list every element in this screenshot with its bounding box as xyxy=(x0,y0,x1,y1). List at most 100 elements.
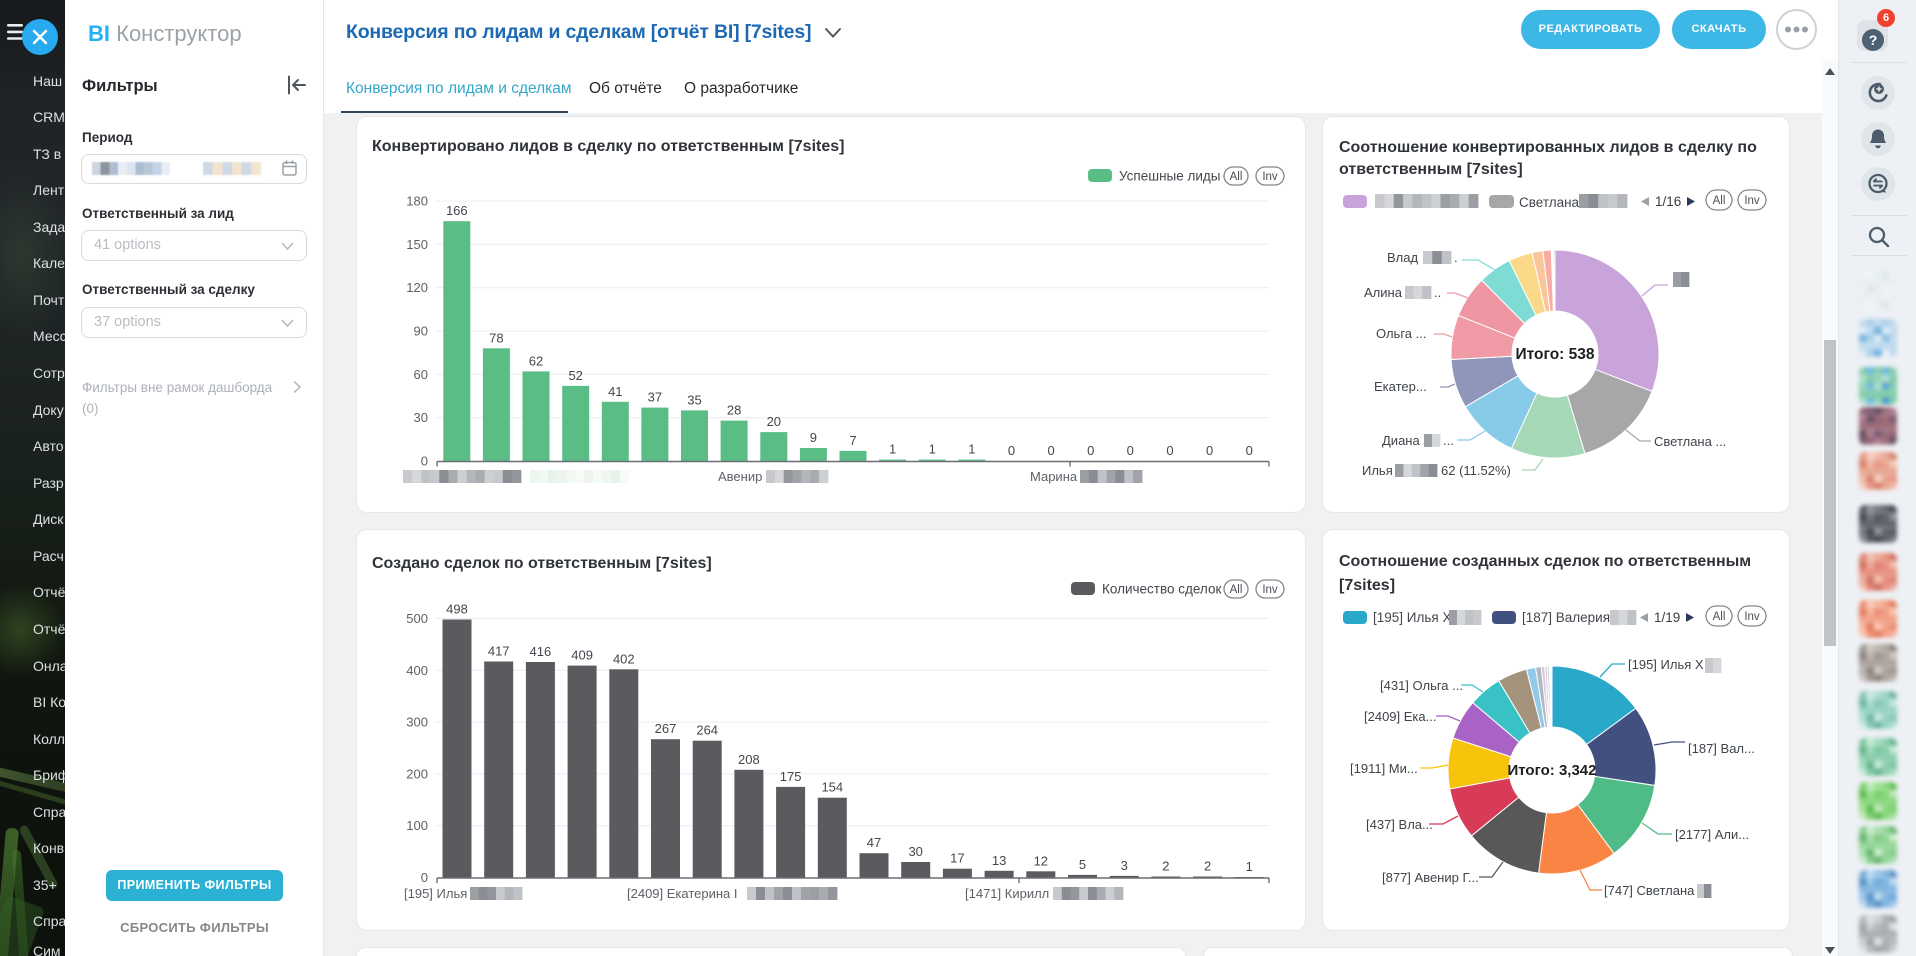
svg-text:All: All xyxy=(1230,171,1243,183)
svg-text:Соотношение созданных сделок п: Соотношение созданных сделок по ответств… xyxy=(1339,553,1751,570)
svg-text:...: ... xyxy=(1443,433,1454,448)
svg-text:416: 416 xyxy=(530,644,552,659)
svg-text:200: 200 xyxy=(406,766,428,781)
svg-text:Алина: Алина xyxy=(1364,285,1403,300)
svg-text:All: All xyxy=(1230,584,1243,596)
svg-text:47: 47 xyxy=(867,835,881,850)
svg-text:0: 0 xyxy=(421,454,428,469)
svg-text:498: 498 xyxy=(446,602,468,617)
svg-text:Марина: Марина xyxy=(1030,469,1078,484)
svg-text:Inv: Inv xyxy=(1744,611,1760,623)
svg-text:300: 300 xyxy=(406,715,428,730)
svg-text:[2177] Али...: [2177] Али... xyxy=(1675,827,1749,842)
svg-text:[2409] Ека...: [2409] Ека... xyxy=(1364,709,1436,724)
svg-text:1: 1 xyxy=(929,442,936,457)
svg-text:Итого: 3,342: Итого: 3,342 xyxy=(1507,762,1596,779)
svg-text:..: .. xyxy=(1434,285,1441,300)
svg-text:Авенир: Авенир xyxy=(718,469,762,484)
svg-text:Диана: Диана xyxy=(1382,433,1420,448)
svg-text:2: 2 xyxy=(1204,859,1211,874)
svg-text:1/19: 1/19 xyxy=(1654,610,1680,625)
svg-text:Создано сделок по ответственны: Создано сделок по ответственным [7sites] xyxy=(372,555,712,572)
svg-text:90: 90 xyxy=(414,324,428,339)
svg-text:52: 52 xyxy=(568,368,582,383)
svg-text:402: 402 xyxy=(613,651,635,666)
svg-text:[431] Ольга ...: [431] Ольга ... xyxy=(1380,678,1463,693)
svg-text:[195] Илья X: [195] Илья X xyxy=(1628,657,1704,672)
svg-text:3: 3 xyxy=(1121,858,1128,873)
svg-text:Влад: Влад xyxy=(1387,250,1418,265)
svg-text:[747] Светлана: [747] Светлана xyxy=(1604,883,1695,898)
svg-text:5: 5 xyxy=(1079,857,1086,872)
svg-text:0: 0 xyxy=(421,870,428,885)
svg-text:Inv: Inv xyxy=(1744,195,1760,207)
svg-text:[7sites]: [7sites] xyxy=(1339,577,1395,594)
svg-text:Илья: Илья xyxy=(1362,463,1393,478)
svg-text:400: 400 xyxy=(406,663,428,678)
svg-text:37: 37 xyxy=(648,390,662,405)
svg-text:0: 0 xyxy=(1087,443,1094,458)
svg-text:0: 0 xyxy=(1206,443,1213,458)
svg-text:2: 2 xyxy=(1162,859,1169,874)
svg-text:208: 208 xyxy=(738,752,760,767)
svg-text:Успешные лиды: Успешные лиды xyxy=(1119,169,1221,184)
svg-text:17: 17 xyxy=(950,851,964,866)
svg-text:35: 35 xyxy=(687,392,701,407)
svg-text:1: 1 xyxy=(968,442,975,457)
svg-text:1: 1 xyxy=(889,442,896,457)
svg-text:[195] Илья: [195] Илья xyxy=(404,886,467,901)
svg-text:1/16: 1/16 xyxy=(1655,194,1681,209)
svg-text:7: 7 xyxy=(849,433,856,448)
svg-text:9: 9 xyxy=(810,430,817,445)
svg-text:0: 0 xyxy=(1008,443,1015,458)
svg-text:ответственным [7sites]: ответственным [7sites] xyxy=(1339,161,1523,178)
svg-text:12: 12 xyxy=(1034,853,1048,868)
svg-text:154: 154 xyxy=(821,780,843,795)
svg-text:13: 13 xyxy=(992,853,1006,868)
svg-text:Итого: 538: Итого: 538 xyxy=(1515,346,1594,363)
svg-text:500: 500 xyxy=(406,611,428,626)
svg-text:180: 180 xyxy=(406,194,428,209)
svg-text:[187] Валерия: [187] Валерия xyxy=(1522,610,1610,625)
svg-text:Inv: Inv xyxy=(1262,171,1278,183)
svg-text:Светлана: Светлана xyxy=(1519,195,1580,210)
svg-text:264: 264 xyxy=(696,723,718,738)
svg-text:166: 166 xyxy=(446,203,468,218)
svg-text:0: 0 xyxy=(1127,443,1134,458)
svg-text:60: 60 xyxy=(414,367,428,382)
svg-text:41: 41 xyxy=(608,384,622,399)
svg-text:Количество сделок: Количество сделок xyxy=(1102,582,1221,597)
svg-text:30: 30 xyxy=(414,410,428,425)
svg-text:Ольга ...: Ольга ... xyxy=(1376,326,1426,341)
svg-text:150: 150 xyxy=(406,237,428,252)
svg-text:0: 0 xyxy=(1047,443,1054,458)
svg-text:Светлана ...: Светлана ... xyxy=(1654,434,1726,449)
svg-text:62: 62 xyxy=(529,353,543,368)
svg-text:[187] Вал...: [187] Вал... xyxy=(1688,741,1755,756)
svg-text:All: All xyxy=(1713,195,1726,207)
svg-text:28: 28 xyxy=(727,403,741,418)
svg-text:62 (11.52%): 62 (11.52%) xyxy=(1441,463,1511,478)
svg-text:0: 0 xyxy=(1246,443,1253,458)
svg-text:100: 100 xyxy=(406,818,428,833)
svg-text:417: 417 xyxy=(488,644,510,659)
svg-text:[877] Авенир Г...: [877] Авенир Г... xyxy=(1382,870,1479,885)
svg-text:Екатер...: Екатер... xyxy=(1374,379,1427,394)
svg-text:409: 409 xyxy=(571,648,593,663)
svg-text:0: 0 xyxy=(1166,443,1173,458)
svg-text:Inv: Inv xyxy=(1262,584,1278,596)
svg-text:[2409] Екатерина I: [2409] Екатерина I xyxy=(627,886,738,901)
svg-text:[195] Илья X: [195] Илья X xyxy=(1373,610,1451,625)
svg-text:267: 267 xyxy=(655,721,677,736)
svg-text:[1911] Ми...: [1911] Ми... xyxy=(1350,761,1418,776)
svg-text:30: 30 xyxy=(908,844,922,859)
svg-text:1: 1 xyxy=(1246,859,1253,874)
svg-text:20: 20 xyxy=(767,414,781,429)
svg-text:175: 175 xyxy=(780,769,802,784)
svg-text:.: . xyxy=(1454,250,1458,265)
svg-text:All: All xyxy=(1713,611,1726,623)
svg-text:Конвертировано лидов в сделку: Конвертировано лидов в сделку по ответст… xyxy=(372,138,844,155)
svg-text:[437] Вла...: [437] Вла... xyxy=(1366,817,1433,832)
svg-text:120: 120 xyxy=(406,280,428,295)
svg-text:78: 78 xyxy=(489,330,503,345)
